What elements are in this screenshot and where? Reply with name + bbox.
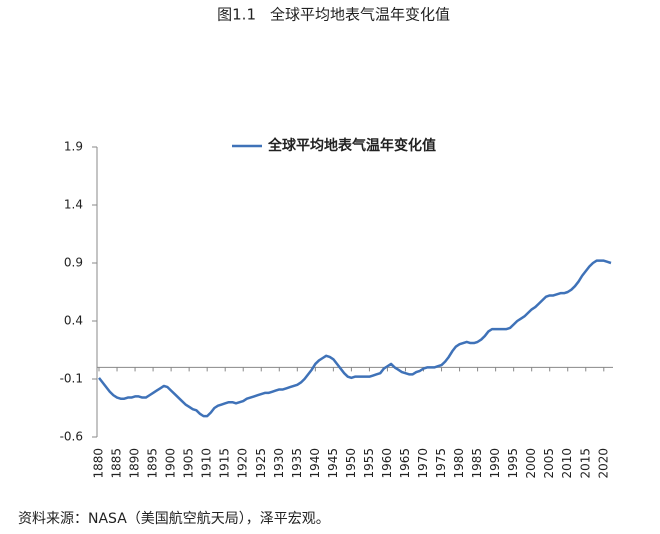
x-tick-label: 1995	[506, 448, 520, 479]
x-tick-label: 1900	[164, 448, 178, 479]
x-tick-label: 1925	[254, 448, 268, 479]
x-tick-label: 1940	[308, 448, 322, 479]
x-tick-label: 1960	[380, 448, 394, 479]
x-tick-label: 1990	[488, 448, 502, 479]
y-tick-label: -0.1	[60, 372, 83, 386]
x-tick-label: 1895	[146, 448, 160, 479]
x-tick-label: 1965	[398, 448, 412, 479]
x-tick-label: 1945	[326, 448, 340, 479]
x-tick-label: 2005	[542, 448, 556, 479]
data-line	[98, 259, 612, 418]
chart-title: 全球平均地表气温年变化值	[270, 6, 450, 24]
legend-label: 全球平均地表气温年变化值	[267, 137, 436, 154]
x-tick-label: 1890	[128, 448, 142, 479]
x-tick-label: 1985	[470, 448, 484, 479]
x-tick-label: 2020	[596, 448, 610, 479]
x-tick-label: 1920	[236, 448, 250, 479]
x-tick-label: 2015	[578, 448, 592, 479]
x-tick-label: 1970	[416, 448, 430, 479]
y-tick-label: 0.9	[64, 256, 83, 270]
x-tick-label: 1975	[434, 448, 448, 479]
x-tick-label: 2000	[524, 448, 538, 479]
x-tick-label: 1980	[452, 448, 466, 479]
x-tick-label: 1910	[200, 448, 214, 479]
y-tick-label: 0.4	[64, 314, 83, 328]
x-tick-label: 1950	[344, 448, 358, 479]
source-note: 资料来源：NASA（美国航空航天局），泽平宏观。	[18, 511, 330, 527]
figure-label: 图1.1	[217, 6, 256, 24]
y-tick-label: -0.6	[60, 430, 83, 444]
x-tick-label: 1955	[362, 448, 376, 479]
x-tick-label: 1930	[272, 448, 286, 479]
y-tick-label: 1.9	[64, 140, 83, 154]
x-tick-label: 1905	[182, 448, 196, 479]
x-tick-label: 1885	[110, 448, 124, 479]
x-tick-label: 2010	[560, 448, 574, 479]
x-tick-label: 1935	[290, 448, 304, 479]
x-tick-label: 1915	[218, 448, 232, 479]
y-tick-label: 1.4	[64, 198, 83, 212]
x-tick-label: 1880	[92, 448, 106, 479]
